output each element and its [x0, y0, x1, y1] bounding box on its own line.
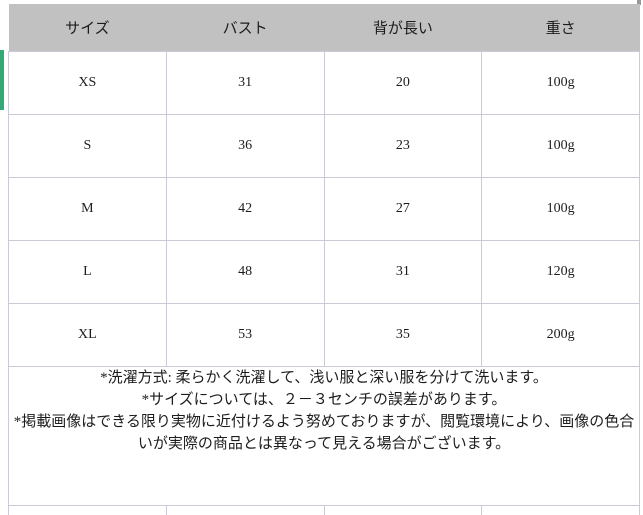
table-footer: *洗濯方式: 柔らかく洗濯して、浅い服と深い服を分けて洗います。 *サイズについ…	[9, 367, 640, 515]
header-back-length: 背が長い	[324, 4, 482, 52]
table-cell: 100g	[482, 52, 640, 115]
note-color-difference: *掲載画像はできる限り実物に近付けるよう努めておりますが、閲覧環境により、画像の…	[9, 411, 639, 455]
table-cell: 100g	[482, 115, 640, 178]
table-cell-empty	[166, 506, 324, 515]
cutoff-row	[9, 506, 640, 515]
table-header: サイズ バスト 背が長い 重さ	[9, 4, 640, 52]
table-cell: 27	[324, 178, 482, 241]
table-cell: S	[9, 115, 167, 178]
note-size-tolerance: *サイズについては、２－３センチの誤差があります。	[9, 389, 639, 411]
header-weight: 重さ	[482, 4, 640, 52]
table-cell: 35	[324, 304, 482, 367]
table-cell: 23	[324, 115, 482, 178]
table-cell: 36	[166, 115, 324, 178]
header-bust: バスト	[166, 4, 324, 52]
notes-cell: *洗濯方式: 柔らかく洗濯して、浅い服と深い服を分けて洗います。 *サイズについ…	[9, 367, 640, 506]
table-cell: 120g	[482, 241, 640, 304]
scroll-accent-bar	[0, 50, 4, 110]
table-cell: 53	[166, 304, 324, 367]
notes-row: *洗濯方式: 柔らかく洗濯して、浅い服と深い服を分けて洗います。 *サイズについ…	[9, 367, 640, 506]
table-cell: M	[9, 178, 167, 241]
table-cell: 20	[324, 52, 482, 115]
table-cell: 100g	[482, 178, 640, 241]
table-cell: 200g	[482, 304, 640, 367]
table-cell: XS	[9, 52, 167, 115]
header-size: サイズ	[9, 4, 167, 52]
table-cell: XL	[9, 304, 167, 367]
note-washing: *洗濯方式: 柔らかく洗濯して、浅い服と深い服を分けて洗います。	[9, 367, 639, 389]
table-cell: 42	[166, 178, 324, 241]
table-cell: 31	[324, 241, 482, 304]
table-cell-empty	[324, 506, 482, 515]
table-cell: 31	[166, 52, 324, 115]
table-cell: 48	[166, 241, 324, 304]
table-cell-empty	[9, 506, 167, 515]
table-cell: L	[9, 241, 167, 304]
table-cell-empty	[482, 506, 640, 515]
header-row: サイズ バスト 背が長い 重さ	[9, 4, 640, 52]
